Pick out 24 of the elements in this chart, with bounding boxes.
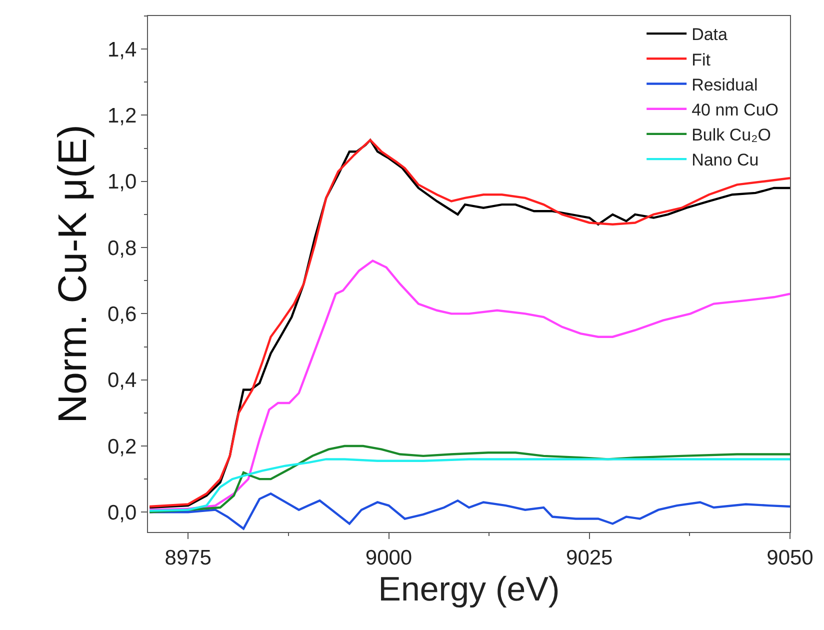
legend-label: Data bbox=[692, 25, 728, 44]
line-series bbox=[148, 458, 790, 512]
line-series bbox=[148, 492, 790, 530]
y-tick-label: 1,4 bbox=[107, 38, 138, 62]
y-tick-label: 1,2 bbox=[107, 104, 137, 128]
line-series bbox=[148, 444, 790, 514]
x-tick-label: 9050 bbox=[766, 546, 814, 570]
x-tick-label: 9025 bbox=[566, 546, 613, 570]
y-tick-label: 0,4 bbox=[107, 369, 138, 392]
legend-label: Residual bbox=[692, 75, 758, 94]
legend-label: Bulk Cu₂O bbox=[692, 126, 771, 145]
y-tick-label: 0,0 bbox=[107, 502, 137, 524]
y-tick-label: 0,6 bbox=[107, 303, 137, 326]
legend-label: 40 nm CuO bbox=[692, 100, 779, 120]
legend-label: Fit bbox=[692, 50, 711, 70]
y-tick-label: 1,0 bbox=[107, 170, 137, 194]
x-tick-label: 9000 bbox=[365, 546, 412, 570]
y-tick-label: 0,8 bbox=[107, 236, 137, 260]
y-axis-title: Norm. Cu-K μ(E) bbox=[50, 124, 95, 424]
x-axis-title: Energy (eV) bbox=[378, 570, 560, 609]
line-series bbox=[148, 260, 790, 511]
x-tick-label: 8975 bbox=[164, 546, 212, 570]
y-tick-label: 0,2 bbox=[107, 435, 137, 458]
legend-label: Nano Cu bbox=[692, 150, 759, 170]
